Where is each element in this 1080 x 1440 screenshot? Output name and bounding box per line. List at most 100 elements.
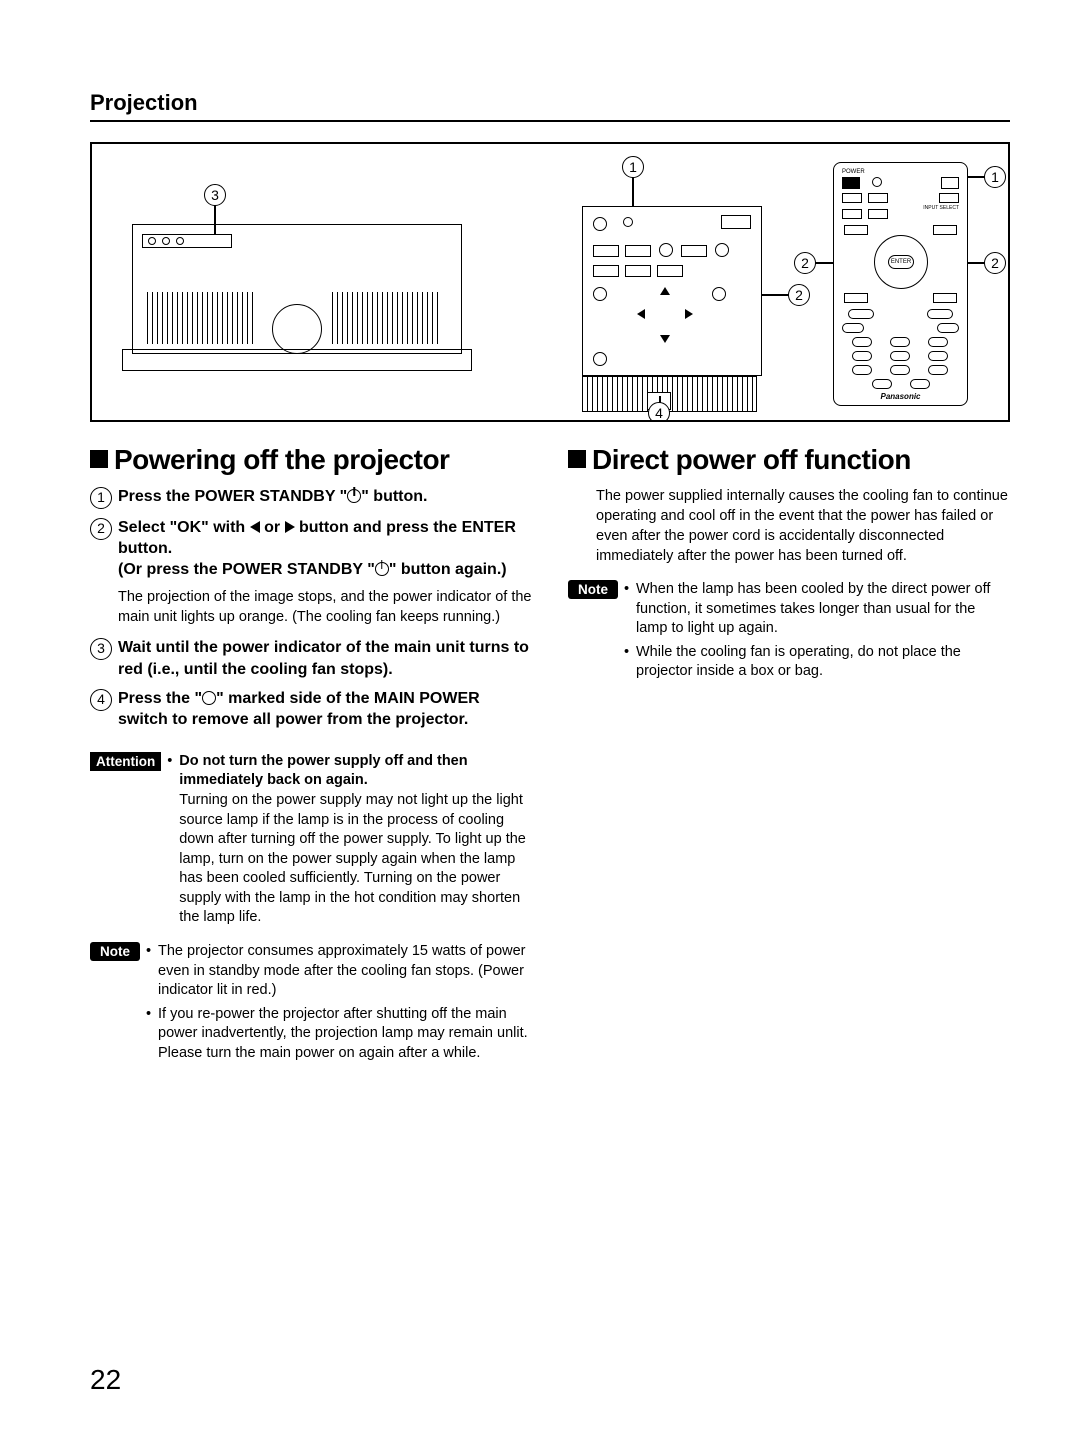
left-note-1: The projector consumes approximately 15 … [146,942,532,1001]
panel-button [712,287,726,301]
left-note-text: The projector consumes approximately 15 … [146,942,532,1067]
remote-button [927,309,953,319]
left-note-block: Note The projector consumes approximatel… [90,942,532,1067]
panel-button [721,215,751,229]
projector-vents-left [147,292,257,344]
remote-num [890,351,910,361]
right-note-2: While the cooling fan is operating, do n… [624,643,1010,682]
step-3: 3 Wait until the power indicator of the … [90,637,532,679]
right-note-block: Note When the lamp has been cooled by th… [568,580,1010,686]
remote-brand: Panasonic [834,392,967,401]
step-4: 4 Press the "" marked side of the MAIN P… [90,688,532,730]
power-icon [375,562,389,576]
panel-led [715,243,729,257]
indicator-led [148,237,156,245]
step-2-mid: or [260,519,285,536]
left-heading-text: Powering off the projector [114,444,449,475]
projector-base [122,349,472,371]
callout-line [814,262,834,264]
panel-button [625,265,651,277]
step-2-l2b: " button again.) [389,561,507,578]
remote-led [872,177,882,187]
indicator-led [176,237,184,245]
right-heading-text: Direct power off function [592,444,911,475]
panel-led [623,217,633,227]
remote-button [844,293,868,303]
circle-icon [202,691,216,705]
remote-num [928,337,948,347]
power-icon [347,489,361,503]
arrow-right-icon [285,521,295,533]
remote-num [928,365,948,375]
step-4-number: 4 [90,689,112,711]
content-columns: Powering off the projector 1 Press the P… [90,444,1010,1067]
panel-button [593,245,619,257]
remote-button [939,193,959,203]
remote-button [844,225,868,235]
remote-button [842,323,864,333]
step-4-body: Press the "" marked side of the MAIN POW… [118,688,532,730]
step-1-number: 1 [90,487,112,509]
remote-button [937,323,959,333]
panel-button [657,265,683,277]
projector-lens [272,304,322,354]
remote-button [842,209,862,219]
step-2-l1: Select "OK" with [118,519,250,536]
control-panel [582,206,762,376]
step-3-number: 3 [90,638,112,660]
right-heading: Direct power off function [568,444,1010,476]
attention-text: Do not turn the power supply off and the… [167,752,532,932]
callout-2-remote-l: 2 [794,252,816,274]
note-badge: Note [568,580,618,599]
remote-num [852,365,872,375]
remote-enter-button: ENTER [888,255,914,269]
callout-line [214,204,216,234]
callout-2-panel: 2 [788,284,810,306]
attention-item: Do not turn the power supply off and the… [167,752,532,928]
section-title: Projection [90,90,1010,122]
step-3-body: Wait until the power indicator of the ma… [118,637,532,679]
right-column: Direct power off function The power supp… [568,444,1010,1067]
remote-num [890,337,910,347]
step-2-body: Select "OK" with or button and press the… [118,517,532,580]
step-1-pre: Press the POWER STANDBY " [118,488,347,505]
remote-button [868,193,888,203]
remote-button [933,225,957,235]
callout-4-panel: 4 [648,402,670,422]
remote-num [852,351,872,361]
panel-led [659,243,673,257]
remote-num [872,379,892,389]
remote-button [941,177,959,189]
panel-button [625,245,651,257]
step-2-desc: The projection of the image stops, and t… [118,588,532,627]
step-2: 2 Select "OK" with or button and press t… [90,517,532,580]
right-intro: The power supplied internally causes the… [596,486,1010,566]
figure-diagram: 3 1 2 4 POWER [90,142,1010,422]
indicator-led [162,237,170,245]
note-badge: Note [90,942,140,961]
panel-button [593,287,607,301]
remote-button [933,293,957,303]
panel-button [593,265,619,277]
panel-button [593,352,607,366]
panel-dpad [635,285,695,345]
step-2-l2a: (Or press the POWER STANDBY " [118,561,375,578]
remote-power-button [842,177,860,189]
remote-power-label: POWER [842,169,865,175]
panel-button [593,217,607,231]
callout-3: 3 [204,184,226,206]
page-number: 22 [90,1364,121,1396]
remote-button [868,209,888,219]
callout-2-remote-r: 2 [984,252,1006,274]
step-4-pre: Press the " [118,690,202,707]
step-1-body: Press the POWER STANDBY "" button. [118,486,532,507]
remote-num [852,337,872,347]
left-note-2: If you re-power the projector after shut… [146,1005,532,1064]
callout-1-remote: 1 [984,166,1006,188]
right-note-text: When the lamp has been cooled by the dir… [624,580,1010,686]
callout-line [762,294,790,296]
remote-num [928,351,948,361]
attention-badge: Attention [90,752,161,771]
right-note-1: When the lamp has been cooled by the dir… [624,580,1010,639]
step-1: 1 Press the POWER STANDBY "" button. [90,486,532,509]
